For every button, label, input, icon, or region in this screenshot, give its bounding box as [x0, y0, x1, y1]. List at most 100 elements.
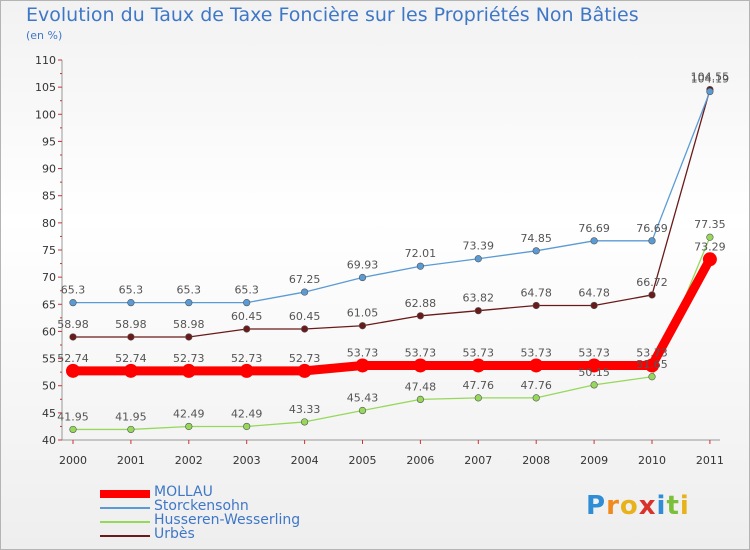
unit-label: (en %) — [26, 29, 63, 42]
logo-letter: r — [606, 491, 620, 521]
y-tick-label: 105 — [35, 81, 56, 94]
data-labels-layer: 58.98 58.98 58.98 60.45 60.45 61.05 62.88 63.82… — [57, 71, 729, 424]
data-label-storckensohn: 73.39 — [463, 240, 495, 253]
series-line-urb-s — [73, 89, 711, 338]
data-label-mollau: 52.74 — [57, 352, 89, 365]
x-tick-label: 2000 — [59, 454, 87, 467]
x-tick-label: 2003 — [233, 454, 261, 467]
y-tick-label: 80 — [42, 217, 56, 230]
y-tick-label: 70 — [42, 271, 56, 284]
data-label-husseren-wesserling: 77.35 — [694, 218, 726, 231]
x-tick-label: 2008 — [522, 454, 550, 467]
x-tick-label: 2009 — [580, 454, 608, 467]
chart-axes: 40 45 50 55 60 65 70 75 80 85 90 95 100 105 110 2000 200… — [35, 54, 724, 467]
y-tick-label: 95 — [42, 135, 56, 148]
data-label-husseren-wesserling: 45.43 — [347, 392, 379, 405]
data-label-husseren-wesserling: 43.33 — [289, 403, 321, 416]
data-point-storckensohn — [358, 273, 367, 282]
y-tick-label: 85 — [42, 190, 56, 203]
data-label-mollau: 53.73 — [463, 346, 495, 359]
data-label-mollau: 52.74 — [115, 352, 147, 365]
data-label-storckensohn: 67.25 — [289, 273, 321, 286]
proxiti-logo: Proxiti — [586, 491, 690, 521]
data-label-husseren-wesserling: 41.95 — [57, 410, 89, 423]
data-point-urb-s — [648, 291, 656, 299]
data-point-mollau — [297, 363, 312, 378]
data-label-urb-s: 63.82 — [463, 292, 495, 305]
x-tick-label: 2002 — [175, 454, 203, 467]
y-tick-label: 75 — [42, 244, 56, 257]
x-tick-label: 2005 — [349, 454, 377, 467]
data-point-mollau — [181, 363, 196, 378]
legend-label: MOLLAU — [154, 484, 213, 500]
data-point-mollau — [123, 363, 138, 378]
logo-letter: i — [679, 491, 690, 521]
data-point-husseren-wesserling — [416, 395, 425, 403]
x-tick-label: 2006 — [406, 454, 434, 467]
data-label-urb-s: 64.78 — [520, 286, 552, 299]
data-label-husseren-wesserling: 50.15 — [578, 366, 610, 379]
data-point-mollau — [645, 358, 659, 373]
data-label-mollau: 52.73 — [173, 352, 205, 365]
y-tick-label: 110 — [35, 54, 56, 67]
data-label-husseren-wesserling: 42.49 — [231, 407, 263, 420]
data-point-urb-s — [185, 333, 193, 341]
y-tick-label: 55 — [42, 353, 56, 366]
data-label-storckensohn: 65.3 — [234, 284, 259, 297]
data-label-mollau: 52.73 — [231, 352, 263, 365]
data-point-husseren-wesserling — [648, 373, 656, 381]
data-label-urb-s: 62.88 — [405, 297, 437, 310]
data-point-urb-s — [69, 333, 77, 341]
data-point-storckensohn — [301, 288, 309, 296]
x-tick-label: 2011 — [696, 454, 724, 467]
data-label-husseren-wesserling: 47.48 — [405, 380, 437, 393]
data-point-urb-s — [127, 333, 135, 341]
data-point-mollau — [413, 358, 428, 373]
data-point-urb-s — [358, 322, 367, 330]
data-label-urb-s: 60.45 — [289, 310, 321, 323]
data-point-urb-s — [301, 325, 309, 333]
logo-letter: o — [619, 491, 639, 521]
legend-label: Storckensohn — [154, 498, 249, 514]
data-point-husseren-wesserling — [69, 425, 77, 434]
data-point-husseren-wesserling — [590, 381, 598, 389]
data-label-urb-s: 104.55 — [691, 71, 730, 84]
series-layer — [66, 85, 717, 434]
data-point-husseren-wesserling — [301, 418, 309, 426]
data-point-urb-s — [416, 312, 425, 320]
y-tick-label: 60 — [42, 325, 56, 338]
y-tick-label: 45 — [42, 407, 56, 420]
data-point-storckensohn — [532, 247, 540, 255]
data-label-husseren-wesserling: 51.65 — [636, 358, 668, 371]
data-label-mollau: 53.73 — [578, 346, 610, 359]
logo-letter: x — [638, 491, 657, 521]
series-line-husseren-wesserling — [73, 236, 711, 431]
data-label-mollau: 53.73 — [520, 346, 552, 359]
y-tick-label: 50 — [42, 380, 56, 393]
data-point-storckensohn — [416, 262, 425, 270]
data-point-mollau — [355, 358, 370, 373]
data-label-urb-s: 60.45 — [231, 310, 263, 323]
data-point-storckensohn — [127, 299, 135, 307]
data-label-urb-s: 58.98 — [57, 318, 89, 331]
data-point-storckensohn — [590, 237, 598, 245]
legend-label: Urbès — [154, 526, 195, 542]
series-line-mollau — [73, 257, 714, 376]
y-tick-label: 90 — [42, 163, 56, 176]
logo-letter: P — [586, 491, 607, 521]
data-point-husseren-wesserling — [706, 233, 714, 241]
data-point-storckensohn — [243, 299, 251, 307]
data-point-husseren-wesserling — [532, 394, 540, 402]
data-label-storckensohn: 65.3 — [61, 284, 86, 297]
data-point-urb-s — [474, 307, 482, 315]
x-tick-label: 2007 — [464, 454, 492, 467]
x-tick-label: 2010 — [638, 454, 666, 467]
legend — [100, 490, 150, 537]
data-label-urb-s: 61.05 — [347, 307, 379, 320]
data-point-husseren-wesserling — [127, 425, 135, 434]
logo-letter: t — [666, 491, 680, 521]
data-point-mollau — [239, 363, 254, 378]
data-label-husseren-wesserling: 41.95 — [115, 410, 147, 423]
data-label-mollau: 52.73 — [289, 352, 321, 365]
